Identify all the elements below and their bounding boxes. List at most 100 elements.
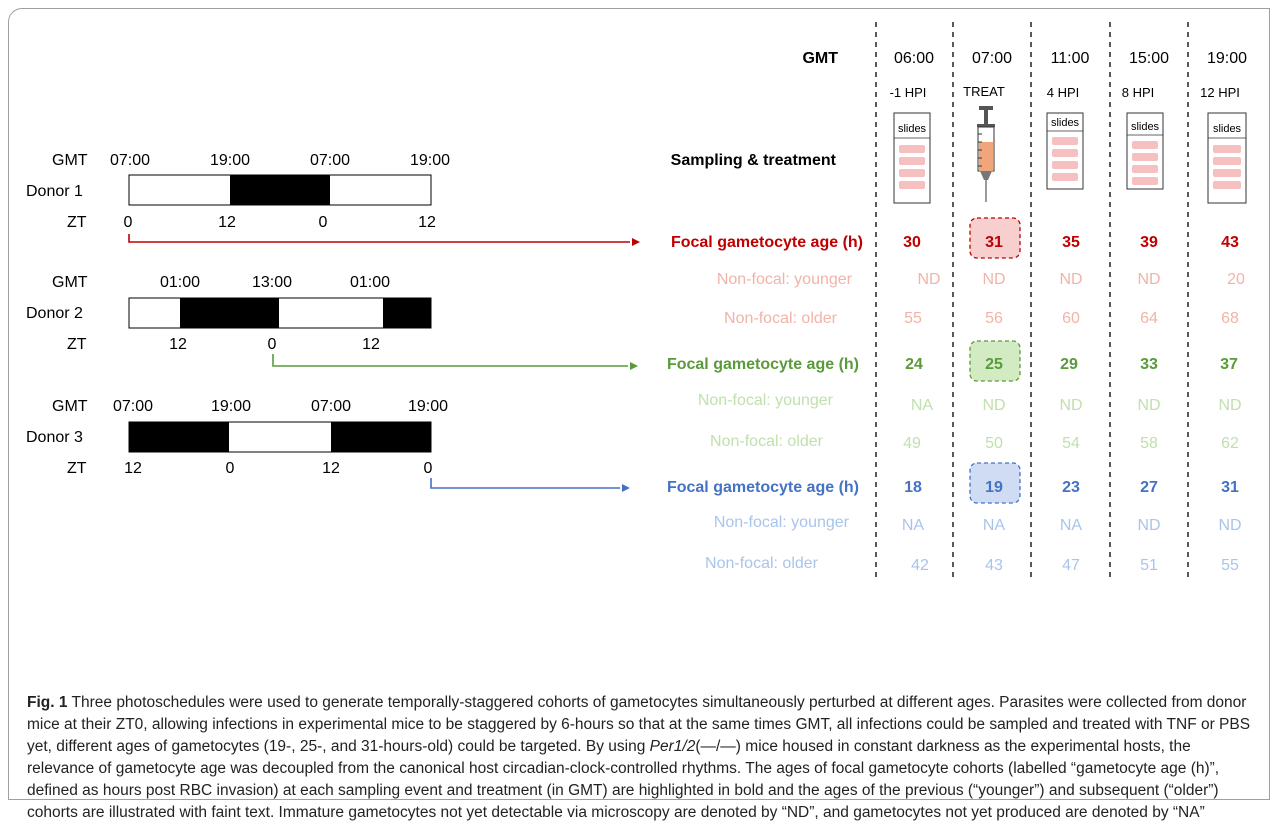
focal-age-value: 33: [1140, 356, 1158, 373]
donor-2-light-bar: [128, 297, 432, 329]
donor-2-zt-tick: 12: [362, 336, 380, 353]
time-header: 11:00: [1051, 50, 1090, 67]
younger-value: ND: [1218, 397, 1241, 414]
older-value: 47: [1062, 557, 1080, 574]
slides-label: slides: [1213, 123, 1242, 135]
older-value: 42: [911, 557, 929, 574]
caption-text-1: Three photoschedules were used to genera…: [27, 694, 1251, 755]
donor-2-zt-tick: 12: [169, 336, 187, 353]
focal-age-value: 35: [1062, 234, 1080, 251]
focal-age-value: 24: [905, 356, 923, 373]
older-value: 58: [1140, 435, 1158, 452]
focal-age-value: 31: [1221, 479, 1239, 496]
younger-value: NA: [911, 397, 934, 414]
older-value: 43: [985, 557, 1003, 574]
older-value: 60: [1062, 310, 1080, 327]
donor-3-arrow: [430, 478, 620, 489]
younger-label: Non-focal: younger: [698, 392, 834, 409]
younger-value: ND: [917, 271, 940, 288]
donor-1-zt-tick: 12: [218, 214, 236, 231]
treat-highlight-red: [969, 217, 1021, 259]
older-value: 56: [985, 310, 1003, 327]
older-value: 49: [903, 435, 921, 452]
donor-2-dark-period: [180, 298, 279, 328]
older-label: Non-focal: older: [705, 555, 819, 572]
older-value: 68: [1221, 310, 1239, 327]
donor-1-gmt-label: GMT: [52, 152, 88, 169]
time-header: 15:00: [1129, 50, 1169, 67]
group-blue: Focal gametocyte age (h) 18 19 23 27 31 …: [667, 479, 1242, 574]
older-value: 55: [904, 310, 922, 327]
hpi-label: 4 HPI: [1047, 85, 1080, 100]
focal-age-value: 39: [1140, 234, 1158, 251]
focal-age-value: 30: [903, 234, 921, 251]
donor-2-zt-label: ZT: [67, 336, 87, 353]
focal-age-value: 29: [1060, 356, 1078, 373]
donor-1-zt-tick: 0: [124, 214, 133, 231]
photoschedule-figure: GMT 07:00 19:00 07:00 19:00 Donor 1 ZT 0…: [26, 22, 1247, 580]
younger-value: ND: [982, 271, 1005, 288]
donor-3-dark-period: [129, 422, 229, 452]
younger-value: ND: [1218, 517, 1241, 534]
donor-2-gmt-tick: 01:00: [160, 274, 200, 291]
focal-age-value: 25: [985, 356, 1003, 373]
donor-3-schedule: GMT 07:00 19:00 07:00 19:00 Donor 3 ZT 1…: [26, 398, 630, 492]
figure-caption: Fig. 1 Three photoschedules were used to…: [27, 692, 1257, 824]
younger-value: ND: [982, 397, 1005, 414]
focal-age-value: 31: [985, 234, 1003, 251]
table-gmt-label: GMT: [802, 50, 838, 67]
donor-3-zt-tick: 0: [226, 460, 235, 477]
donor-3-arrowhead: [622, 484, 630, 492]
younger-value: NA: [983, 517, 1006, 534]
figure-frame: [8, 8, 1270, 800]
donor-3-zt-tick: 12: [124, 460, 142, 477]
donor-3-gmt-tick: 19:00: [408, 398, 448, 415]
donor-3-gmt-tick: 07:00: [311, 398, 351, 415]
slides-icon: slides: [893, 112, 931, 204]
younger-label: Non-focal: younger: [714, 514, 850, 531]
younger-value: 20: [1227, 271, 1245, 288]
donor-2-name: Donor 2: [26, 305, 83, 322]
hpi-label: 8 HPI: [1122, 85, 1155, 100]
older-value: 62: [1221, 435, 1239, 452]
group-red: Focal gametocyte age (h) 30 31 35 39 43 …: [671, 234, 1245, 327]
donor-2-gmt-tick: 13:00: [252, 274, 292, 291]
treat-highlight-green: [969, 340, 1021, 382]
donor-1-gmt-tick: 07:00: [110, 152, 150, 169]
caption-label: Fig. 1: [27, 694, 68, 711]
treat-highlight-blue: [969, 462, 1021, 504]
older-value: 50: [985, 435, 1003, 452]
slides-label: slides: [898, 123, 927, 135]
hpi-label: 12 HPI: [1200, 85, 1240, 100]
older-value: 64: [1140, 310, 1158, 327]
caption-italic: Per1/2: [649, 738, 696, 755]
donor-3-zt-label: ZT: [67, 460, 87, 477]
donor-2-arrow: [272, 354, 628, 367]
younger-value: ND: [1137, 271, 1160, 288]
donor-3-zt-tick: 0: [424, 460, 433, 477]
time-header: 07:00: [972, 50, 1012, 67]
younger-value: NA: [902, 517, 925, 534]
donor-1-zt-label: ZT: [67, 214, 87, 231]
donor-2-dark-period: [383, 298, 431, 328]
donor-1-name: Donor 1: [26, 183, 83, 200]
donor-1-zt-tick: 0: [319, 214, 328, 231]
younger-value: ND: [1137, 397, 1160, 414]
slides-label: slides: [1051, 117, 1080, 129]
focal-age-value: 37: [1220, 356, 1238, 373]
donor-3-gmt-tick: 19:00: [211, 398, 251, 415]
older-label: Non-focal: older: [710, 433, 824, 450]
donor-3-gmt-tick: 07:00: [113, 398, 153, 415]
focal-age-value: 18: [904, 479, 922, 496]
focal-age-value: 19: [985, 479, 1003, 496]
donor-1-gmt-tick: 07:00: [310, 152, 350, 169]
focal-age-label: Focal gametocyte age (h): [667, 356, 859, 373]
younger-value: ND: [1059, 397, 1082, 414]
donor-2-schedule: GMT 01:00 13:00 01:00 Donor 2 ZT 12 0 12: [26, 274, 638, 370]
donor-1-arrow: [128, 234, 630, 243]
older-value: 55: [1221, 557, 1239, 574]
donor-3-dark-period: [331, 422, 431, 452]
time-header: 06:00: [894, 50, 934, 67]
group-green: Focal gametocyte age (h) 24 25 29 33 37 …: [667, 356, 1242, 452]
slides-icon: slides: [1207, 112, 1247, 204]
